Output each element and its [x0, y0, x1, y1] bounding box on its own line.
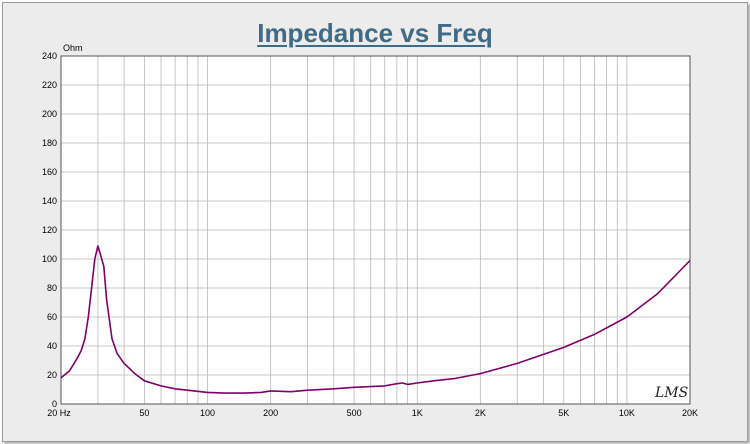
- x-tick-label: 5K: [558, 408, 569, 418]
- x-tick-label: 2K: [475, 408, 486, 418]
- x-tick-label: 10K: [619, 408, 635, 418]
- x-tick-label: 1K: [412, 408, 423, 418]
- y-tick-label: 240: [42, 51, 57, 61]
- y-tick-label: 200: [42, 109, 57, 119]
- y-tick-label: 160: [42, 167, 57, 177]
- x-tick-labels: 20 Hz 50 100 200 500 1K 2K 5K 10K 20K: [47, 408, 698, 418]
- x-tick-label: 200: [263, 408, 278, 418]
- x-tick-label: 50: [139, 408, 149, 418]
- y-tick-label: 60: [47, 312, 57, 322]
- y-tick-label: 20: [47, 370, 57, 380]
- y-tick-label: 180: [42, 138, 57, 148]
- y-tick-labels: 0 20 40 60 80 100 120 140 160 180 200 220 240: [42, 51, 57, 409]
- y-tick-label: 0: [52, 399, 57, 409]
- y-tick-label: 120: [42, 225, 57, 235]
- x-tick-label: 20K: [682, 408, 698, 418]
- y-tick-label: 100: [42, 254, 57, 264]
- plot-border: [60, 55, 691, 405]
- x-tick-label: 20 Hz: [47, 408, 71, 418]
- y-axis-label: Ohm: [63, 43, 83, 53]
- lms-watermark: LMS: [654, 385, 688, 401]
- x-tick-label: 500: [347, 408, 362, 418]
- grid-lines: [60, 55, 691, 405]
- y-tick-label: 220: [42, 80, 57, 90]
- impedance-curve: [60, 245, 691, 394]
- x-tick-label: 100: [200, 408, 215, 418]
- y-tick-label: 140: [42, 196, 57, 206]
- chart-title: Impedance vs Freq: [257, 18, 493, 48]
- y-tick-label: 80: [47, 283, 57, 293]
- y-tick-label: 40: [47, 341, 57, 351]
